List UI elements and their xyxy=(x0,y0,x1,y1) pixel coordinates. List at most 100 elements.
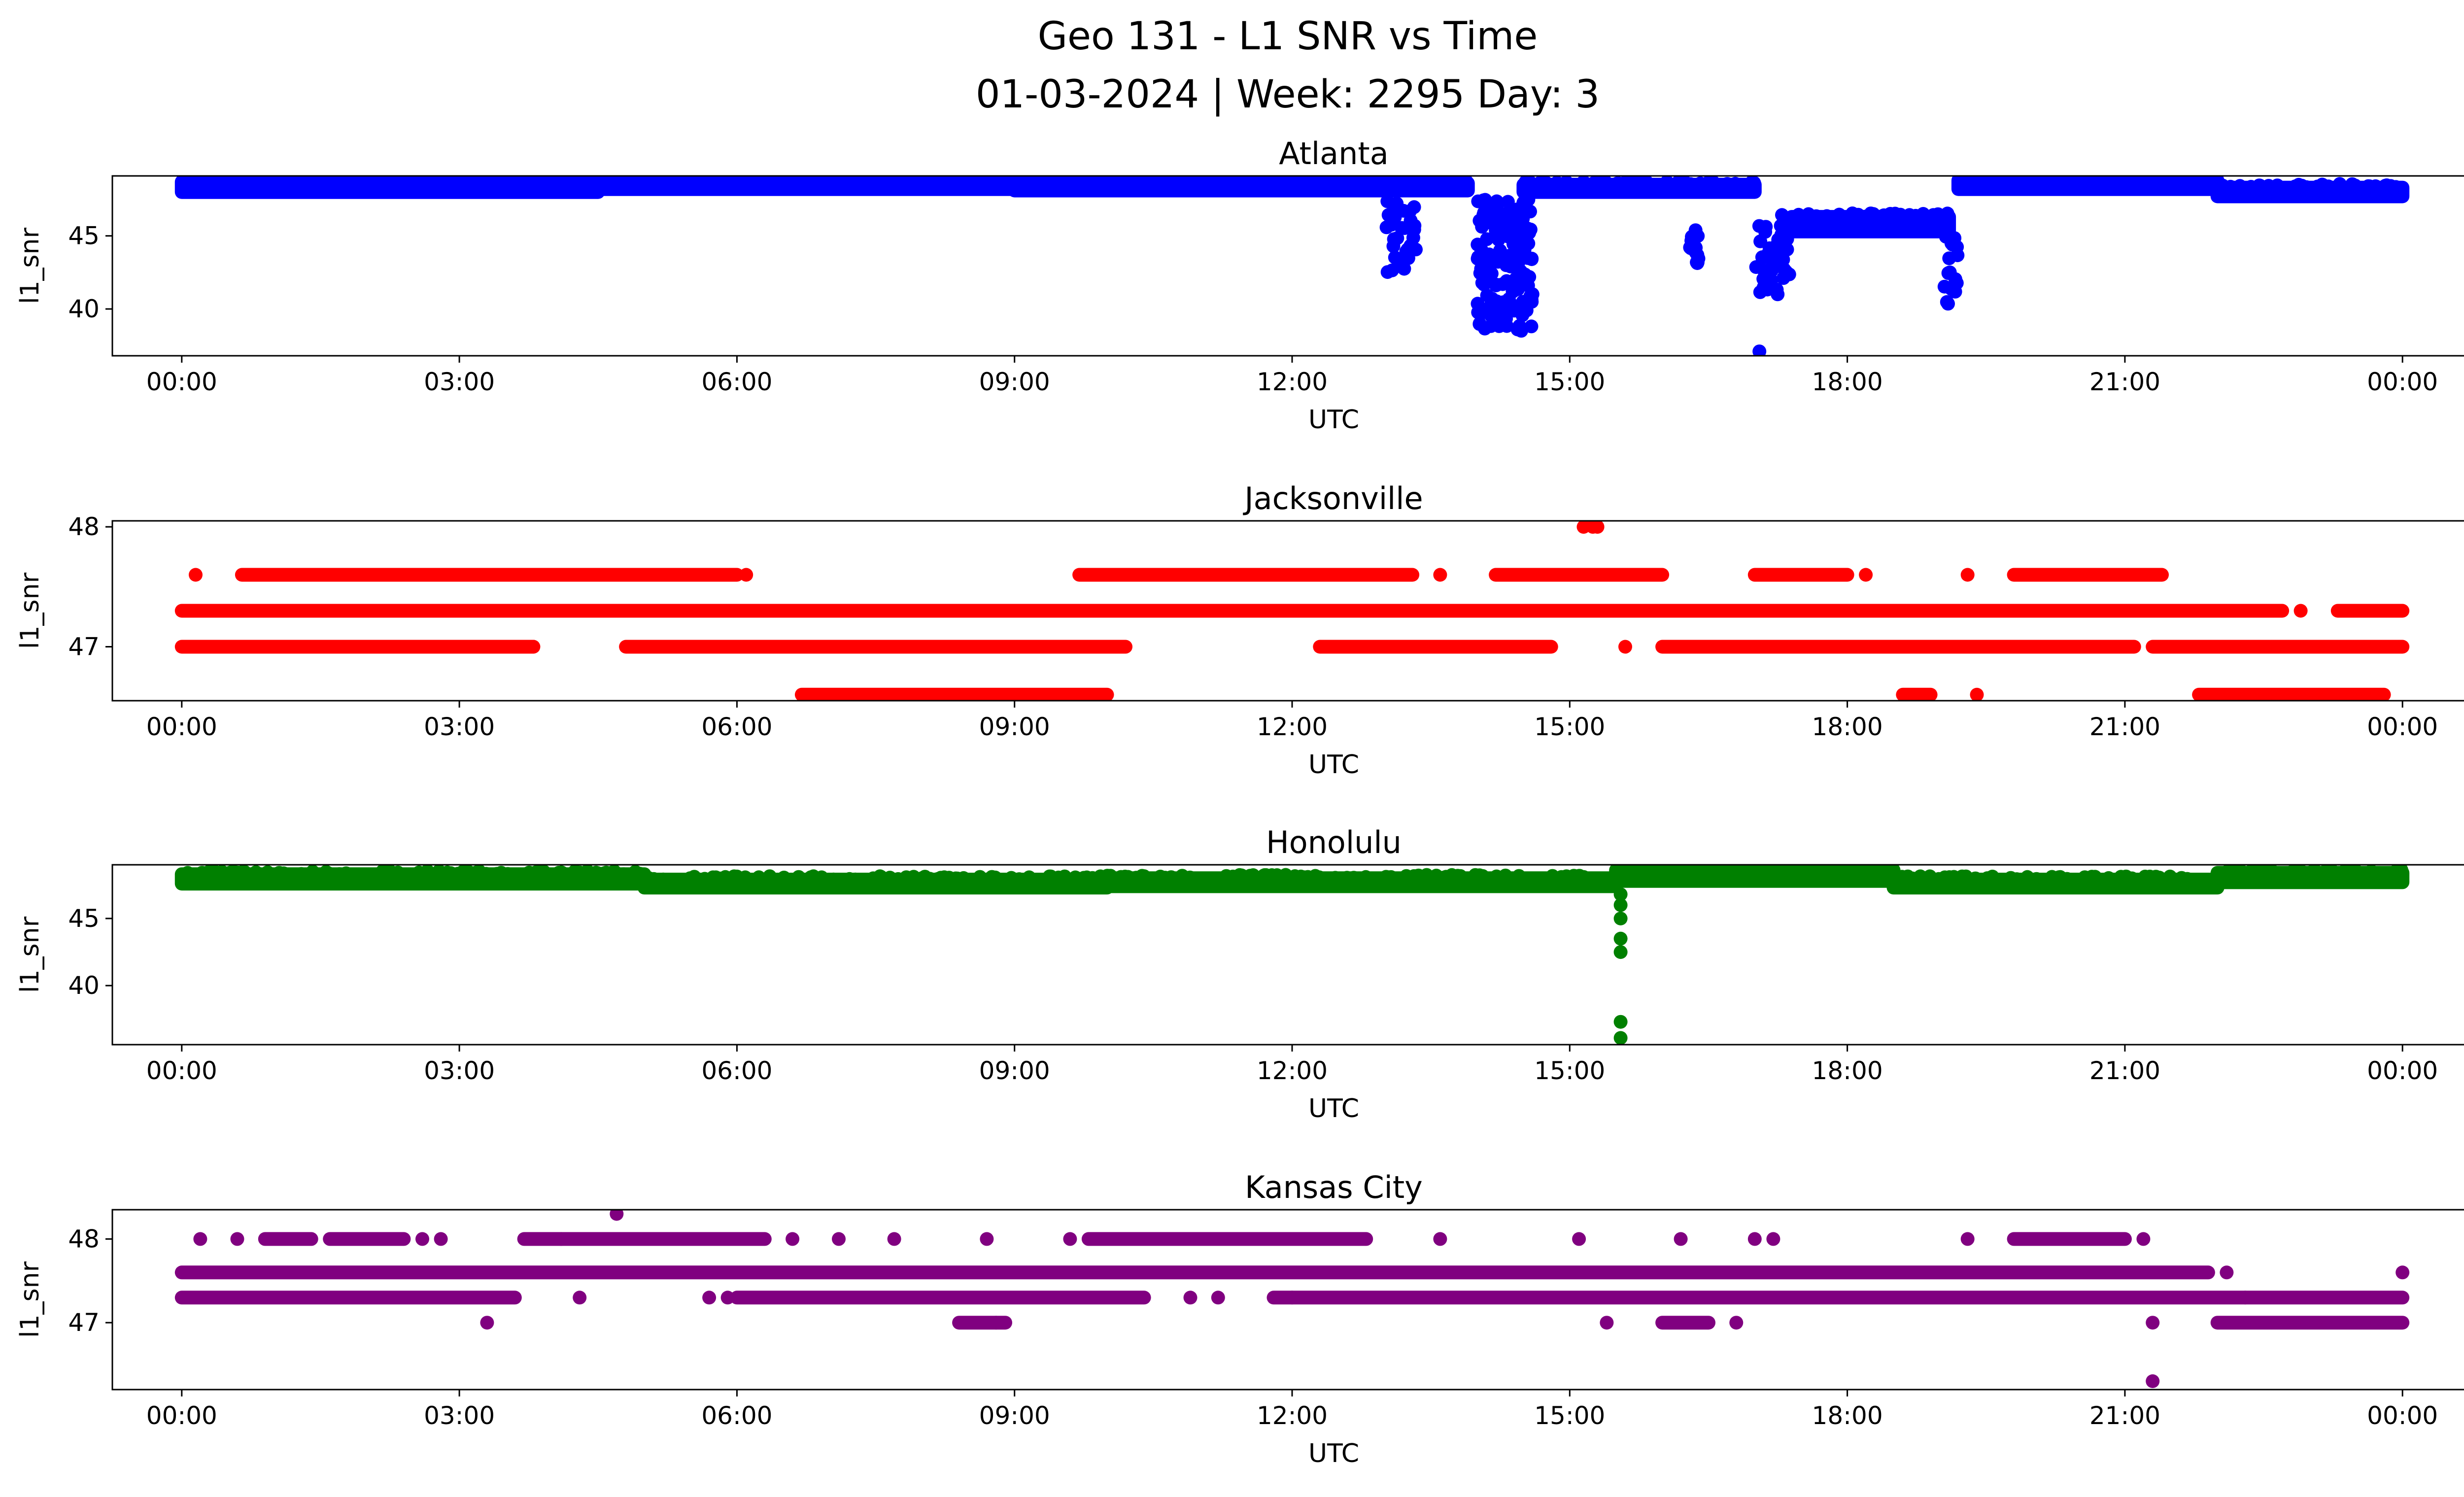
scatter-point xyxy=(1611,176,1626,191)
scatter-point xyxy=(1183,870,1197,885)
scatter-point xyxy=(1407,200,1421,214)
scatter-point xyxy=(2083,176,2096,186)
scatter-point xyxy=(1613,1031,1628,1045)
scatter-point xyxy=(1153,869,1167,884)
axes-frame xyxy=(111,175,2464,357)
scatter-point xyxy=(1507,303,1521,317)
scatter-point xyxy=(1433,1232,1447,1246)
scatter-point xyxy=(264,176,278,188)
scatter-point xyxy=(1155,176,1169,190)
scatter-level-run xyxy=(952,1316,1012,1330)
scatter-point xyxy=(1613,887,1628,901)
scatter-point xyxy=(848,872,862,886)
scatter-point xyxy=(862,176,876,186)
scatter-point xyxy=(2162,176,2177,186)
scatter-point xyxy=(697,176,712,185)
scatter-point xyxy=(1025,176,1039,188)
y-axis-label: l1_snr xyxy=(15,227,45,304)
scatter-point xyxy=(1729,1316,1744,1330)
scatter-point xyxy=(2004,871,2018,885)
scatter-point xyxy=(792,872,807,886)
scatter-point xyxy=(1757,264,1771,278)
scatter-point xyxy=(1659,176,1674,191)
scatter-level-run xyxy=(2192,687,2391,701)
scatter-point xyxy=(1492,311,1506,326)
y-tick-label: 40 xyxy=(68,295,100,323)
panel-title: Kansas City xyxy=(1245,1169,1423,1205)
scatter-point xyxy=(230,1232,244,1246)
scatter-point xyxy=(1100,869,1115,883)
y-axis-label: l1_snr xyxy=(15,572,45,649)
x-tick-label: 00:00 xyxy=(2367,1401,2438,1430)
x-tick-label: 09:00 xyxy=(979,368,1050,396)
scatter-point xyxy=(1651,865,1665,875)
scatter-point xyxy=(2101,871,2116,885)
scatter-point xyxy=(730,869,744,884)
scatter-point xyxy=(501,867,515,881)
scatter-point xyxy=(420,865,435,878)
scatter-point xyxy=(1208,176,1223,189)
scatter-point xyxy=(1399,244,1413,259)
scatter-point xyxy=(2220,1265,2234,1280)
y-tick-label: 48 xyxy=(68,1225,100,1253)
scatter-point xyxy=(923,176,937,187)
scatter-point xyxy=(2198,176,2212,187)
scatter-point xyxy=(1613,1015,1628,1029)
scatter-point xyxy=(1779,264,1792,278)
scatter-point xyxy=(978,176,992,185)
x-tick-label: 00:00 xyxy=(146,368,217,396)
scatter-point xyxy=(2146,1374,2160,1388)
scatter-point xyxy=(1523,222,1538,237)
x-tick-label: 15:00 xyxy=(1534,1401,1605,1430)
scatter-point xyxy=(1662,865,1676,876)
scatter-point xyxy=(685,872,699,886)
scatter-point xyxy=(1403,214,1418,228)
scatter-point xyxy=(1887,870,1901,884)
scatter-point xyxy=(713,871,727,885)
axes-frame xyxy=(111,864,2464,1046)
scatter-level-run xyxy=(1896,687,1938,701)
scatter-point xyxy=(752,870,766,885)
scatter-point xyxy=(815,870,829,885)
y-tick-label: 45 xyxy=(68,222,100,250)
scatter-point xyxy=(832,176,847,187)
scatter-point xyxy=(518,176,532,187)
scatter-point xyxy=(642,871,656,885)
scatter-point xyxy=(949,871,963,885)
scatter-point xyxy=(235,865,249,879)
scatter-point xyxy=(610,1210,624,1221)
scatter-level-run xyxy=(794,687,1114,701)
scatter-point xyxy=(1489,227,1504,241)
scatter-point xyxy=(1085,871,1099,885)
scatter-point xyxy=(918,870,932,884)
x-tick-label: 09:00 xyxy=(979,1056,1050,1085)
scatter-point xyxy=(1085,176,1099,187)
x-tick-label: 06:00 xyxy=(701,1056,772,1085)
x-axis-label: UTC xyxy=(1308,405,1359,435)
scatter-point xyxy=(1004,872,1018,886)
y-axis-label: l1_snr xyxy=(15,916,45,993)
scatter-point xyxy=(662,176,676,185)
scatter-point xyxy=(1347,871,1361,885)
scatter-series xyxy=(174,521,2410,701)
scatter-point xyxy=(1766,865,1780,875)
scatter-point xyxy=(1517,275,1532,289)
scatter-point xyxy=(1986,871,2000,885)
scatter-point xyxy=(2138,869,2152,884)
scatter-point xyxy=(887,1232,901,1246)
scatter-point xyxy=(990,176,1004,184)
x-tick-label: 15:00 xyxy=(1534,368,1605,396)
scatter-point xyxy=(1391,176,1405,188)
scatter-point xyxy=(2346,865,2360,880)
scatter-point xyxy=(1285,1291,1299,1305)
scatter-point xyxy=(1559,176,1574,189)
scatter-point xyxy=(526,640,541,654)
scatter-point xyxy=(272,866,286,880)
scatter-point xyxy=(424,176,438,189)
scatter-point xyxy=(1940,206,1954,221)
scatter-level-run xyxy=(174,604,2290,618)
scatter-point xyxy=(1359,870,1373,884)
scatter-point xyxy=(674,176,688,187)
scatter-level-run xyxy=(1072,568,1420,582)
scatter-point xyxy=(2308,865,2323,878)
